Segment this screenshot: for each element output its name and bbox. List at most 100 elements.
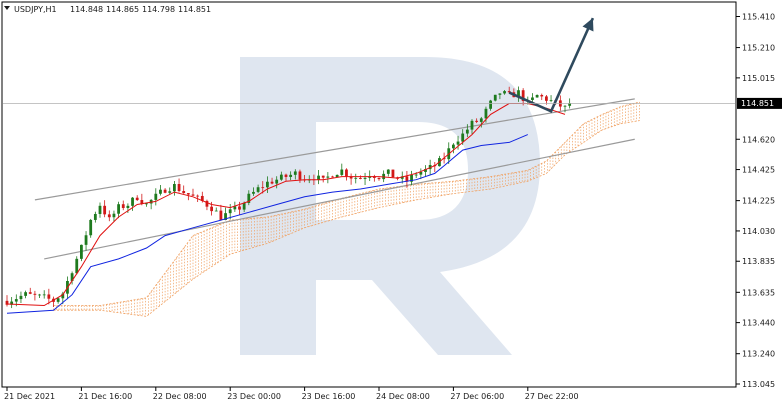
candle-body — [140, 200, 144, 204]
candle-body — [428, 165, 432, 170]
candle-body — [484, 108, 488, 119]
candle-body — [386, 169, 390, 174]
candle-body — [517, 90, 520, 98]
y-tick-label: 114.225 — [742, 197, 775, 206]
candle-body — [470, 120, 474, 130]
y-tick-label: 115.210 — [742, 44, 775, 53]
candle-body — [200, 195, 204, 201]
candle-body — [405, 176, 409, 182]
y-tick-label: 114.620 — [742, 135, 775, 144]
candle-body — [224, 213, 227, 220]
candle-body — [293, 171, 297, 175]
x-tick-label: 27 Dec 06:00 — [450, 392, 504, 401]
candle-body — [89, 219, 93, 236]
candle-body — [163, 189, 167, 193]
current-price-box: 114.851 — [737, 97, 782, 109]
channel-upper-line — [34, 98, 635, 201]
candle-body — [535, 94, 539, 98]
candle-body — [498, 93, 502, 95]
candle-body — [238, 206, 241, 210]
candle-body — [75, 258, 79, 274]
candle-body — [289, 174, 293, 177]
candles — [5, 86, 572, 309]
candle-body — [503, 91, 506, 94]
candle-body — [80, 244, 83, 259]
candle-body — [410, 174, 413, 182]
candle-body — [56, 298, 60, 302]
candle-body — [103, 205, 107, 215]
candle-body — [298, 171, 302, 180]
candle-body — [186, 193, 190, 195]
candle-body — [42, 294, 46, 296]
candle-body — [196, 195, 200, 197]
candle-body — [479, 118, 483, 122]
candle-body — [219, 210, 223, 220]
candle-body — [233, 206, 237, 210]
watermark-logo-icon — [240, 57, 540, 355]
y-tick-label: 115.015 — [742, 74, 775, 83]
ichimoku-cloud — [53, 101, 640, 317]
candle-body — [507, 91, 511, 93]
candle-body — [331, 176, 334, 178]
cloud-span-a — [53, 101, 640, 306]
candle-body — [228, 209, 232, 214]
candle-body — [475, 120, 479, 122]
x-tick-label: 23 Dec 00:00 — [227, 392, 281, 401]
candle-body — [135, 197, 139, 201]
candle-body — [326, 176, 330, 178]
candle-body — [28, 292, 32, 294]
y-tick-label: 114.425 — [742, 166, 775, 175]
candle-body — [159, 189, 162, 194]
candle-body — [182, 191, 186, 194]
candle-body — [540, 94, 544, 97]
candle-body — [363, 177, 367, 179]
candle-body — [112, 213, 116, 218]
candle-body — [442, 158, 446, 160]
triangle-down-icon[interactable] — [4, 6, 10, 10]
candle-body — [84, 235, 88, 245]
y-tick-label: 114.030 — [742, 227, 775, 236]
tenkan-sen-line — [6, 103, 566, 307]
candle-body — [563, 105, 567, 107]
candle-body — [270, 181, 274, 184]
candle-body — [38, 294, 41, 296]
y-axis: 113.045 113.240 113.440 113.635 113.835 114.0… — [736, 13, 775, 389]
ichimoku-lines — [6, 103, 566, 314]
candle-body — [354, 177, 358, 179]
candle-body — [349, 176, 353, 179]
candle-body — [70, 273, 74, 281]
ohlc-low: 114.798 — [142, 5, 175, 14]
candle-body — [266, 181, 269, 188]
candle-body — [377, 177, 381, 180]
symbol-label: USDJPY,H1 — [14, 5, 57, 14]
candle-body — [168, 191, 172, 193]
candle-body — [5, 300, 9, 305]
candle-body — [400, 176, 404, 179]
candle-body — [242, 202, 246, 210]
candle-body — [261, 187, 265, 189]
candle-body — [391, 169, 395, 178]
y-tick-label: 113.045 — [742, 380, 775, 389]
candle-body — [340, 169, 344, 175]
candle-body — [33, 293, 37, 295]
candle-body — [252, 191, 255, 194]
y-tick-label: 113.240 — [742, 350, 775, 359]
candle-body — [465, 129, 469, 134]
candle-body — [191, 194, 195, 196]
candle-body — [173, 184, 176, 192]
candle-body — [321, 175, 325, 178]
current-price-background — [737, 97, 782, 109]
candle-body — [247, 193, 251, 203]
x-axis: 21 Dec 2021 21 Dec 16:00 22 Dec 08:00 23 De… — [4, 387, 579, 401]
x-tick-label: 23 Dec 16:00 — [302, 392, 356, 401]
candle-body — [414, 174, 418, 176]
candle-body — [461, 133, 465, 142]
ohlc-open: 114.848 — [70, 5, 103, 14]
candle-body — [93, 213, 97, 220]
candle-body — [98, 205, 102, 214]
x-tick-label: 21 Dec 2021 — [4, 392, 55, 401]
candle-body — [47, 294, 51, 299]
candle-body — [121, 204, 125, 209]
candle-body — [131, 197, 134, 206]
candle-body — [210, 206, 213, 212]
